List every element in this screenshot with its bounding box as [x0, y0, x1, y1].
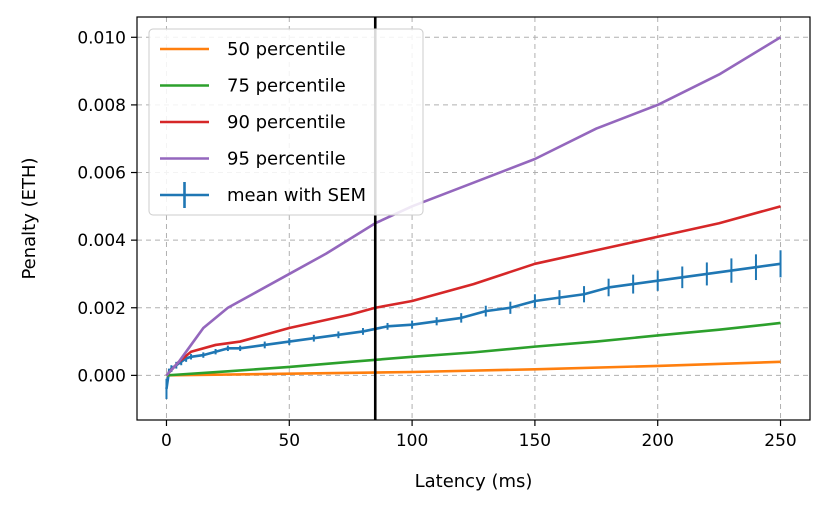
- y-tick-label-0: 0.000: [77, 366, 126, 386]
- legend: 50 percentile 75 percentile 90 percentile 9…: [148, 28, 424, 216]
- series-line-1: [166, 321, 781, 377]
- x-tick-label-0: 0: [161, 431, 172, 451]
- series-3: [165, 36, 782, 377]
- y-axis-label: Penalty (ETH): [19, 157, 40, 279]
- y-tick-label-1: 0.002: [77, 299, 126, 319]
- legend-label-0: 50 percentile: [227, 39, 346, 60]
- y-tick-label-3: 0.006: [77, 164, 126, 184]
- series-0: [166, 360, 781, 377]
- legend-label-1: 75 percentile: [227, 76, 346, 97]
- x-tick-label-1: 50: [278, 431, 300, 451]
- legend-box: [148, 28, 424, 216]
- legend-label-4: mean with SEM: [227, 185, 366, 206]
- x-tick-label-2: 100: [396, 431, 428, 451]
- axis-ticks: 0 50 100 150 200 250 0.000 0.002 0.004 0.006 0.008…: [77, 28, 796, 451]
- y-tick-label-4: 0.008: [77, 96, 126, 116]
- x-axis-label: Latency (ms): [415, 471, 533, 492]
- series-line-0: [166, 360, 781, 377]
- y-tick-label-5: 0.010: [77, 28, 126, 48]
- legend-label-2: 90 percentile: [227, 112, 346, 133]
- series-1: [166, 321, 781, 377]
- legend-label-3: 95 percentile: [227, 149, 346, 170]
- x-tick-label-5: 250: [764, 431, 796, 451]
- x-tick-label-3: 150: [519, 431, 551, 451]
- series-4: [165, 250, 782, 400]
- x-tick-label-4: 200: [641, 431, 673, 451]
- y-tick-label-2: 0.004: [77, 231, 126, 251]
- series-line-4: [165, 262, 781, 390]
- series-line-3: [165, 36, 782, 377]
- plot-area-frame: [136, 16, 811, 421]
- series-layer: [165, 36, 782, 400]
